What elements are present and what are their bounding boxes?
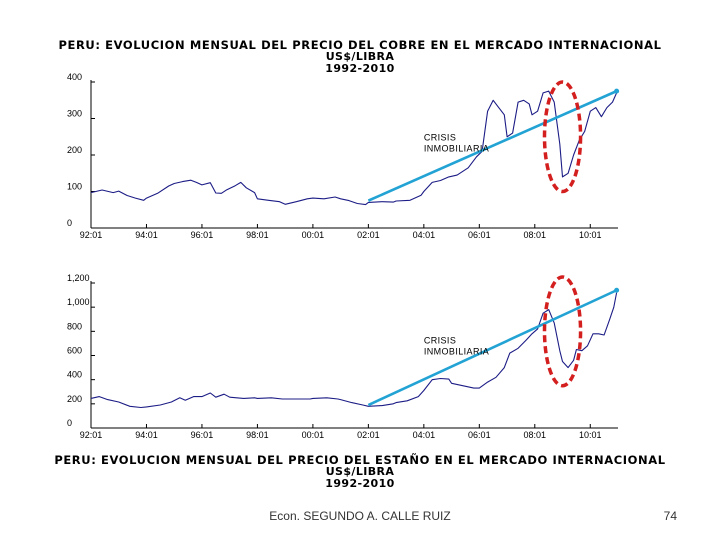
x-tick-label: 06:01 (468, 230, 491, 240)
title-period: 1992-2010 (325, 62, 395, 75)
y-tick-label: 200 (67, 394, 82, 404)
title-units: US$/LIBRA (325, 50, 395, 63)
chart-title-cobre: PERU: EVOLUCION MENSUAL DEL PRECIO DEL C… (0, 39, 720, 75)
cobre-price-chart: 0 100 200 300 400 92:01 94:01 96:01 98:01 00:01 02… (67, 72, 620, 240)
y-tick-label: 200 (67, 145, 82, 155)
x-tick-label: 92:01 (80, 230, 103, 240)
x-tick-label: 08:01 (524, 230, 547, 240)
page-number: 74 (663, 509, 677, 523)
x-tick-label: 06:01 (468, 430, 491, 440)
x-tick-label: 96:01 (191, 230, 214, 240)
x-tick-label: 94:01 (135, 430, 158, 440)
x-tick-label: 08:01 (524, 430, 547, 440)
x-tick-label: 04:01 (413, 230, 436, 240)
x-tick-label: 98:01 (246, 430, 269, 440)
title-units: US$/LIBRA (325, 465, 395, 478)
y-tick-label: 0 (67, 418, 72, 428)
y-tick-label: 400 (67, 72, 82, 82)
y-tick-label: 1,200 (67, 273, 90, 283)
y-tick-label: 0 (67, 218, 72, 228)
annotation-crisis: CRISIS (424, 335, 456, 345)
y-tick-label: 800 (67, 321, 82, 331)
price-series-line (90, 90, 618, 206)
y-tick-label: 600 (67, 346, 82, 356)
y-tick-label: 100 (67, 182, 82, 192)
x-tick-label: 04:01 (413, 430, 436, 440)
x-tick-label: 02:01 (357, 430, 380, 440)
x-tick-label: 98:01 (246, 230, 269, 240)
y-tick-label: 400 (67, 370, 82, 380)
price-series-line (90, 292, 618, 409)
chart-title-estano: PERU: EVOLUCION MENSUAL DEL PRECIO DEL E… (0, 454, 720, 490)
crisis-highlight-ellipse (542, 80, 583, 194)
annotation-crisis: CRISIS (424, 132, 456, 142)
title-line-1: PERU: EVOLUCION MENSUAL DEL PRECIO DEL E… (54, 453, 666, 467)
crisis-highlight-ellipse (542, 275, 583, 388)
x-tick-label: 00:01 (302, 230, 325, 240)
y-tick-label: 300 (67, 109, 82, 119)
x-tick-label: 00:01 (302, 430, 325, 440)
trend-line (367, 289, 618, 407)
estano-price-chart: 0 200 400 600 800 1,000 1,200 92:01 94:01 96:01 98… (67, 273, 620, 440)
annotation-inmobiliaria: INMOBILIARIA (424, 346, 489, 356)
trend-line-end-marker (614, 88, 620, 94)
y-tick-label: 1,000 (67, 297, 90, 307)
title-period: 1992-2010 (325, 477, 395, 490)
x-tick-label: 10:01 (579, 430, 602, 440)
title-line-1: PERU: EVOLUCION MENSUAL DEL PRECIO DEL C… (58, 38, 662, 52)
x-tick-label: 02:01 (357, 230, 380, 240)
x-tick-label: 96:01 (191, 430, 214, 440)
x-tick-label: 10:01 (579, 230, 602, 240)
footer-author: Econ. SEGUNDO A. CALLE RUIZ (269, 509, 451, 523)
trend-line (367, 89, 618, 202)
x-tick-label: 94:01 (135, 230, 158, 240)
annotation-inmobiliaria: INMOBILIARIA (424, 143, 489, 153)
x-tick-label: 92:01 (80, 430, 103, 440)
trend-line-end-marker (614, 287, 620, 293)
